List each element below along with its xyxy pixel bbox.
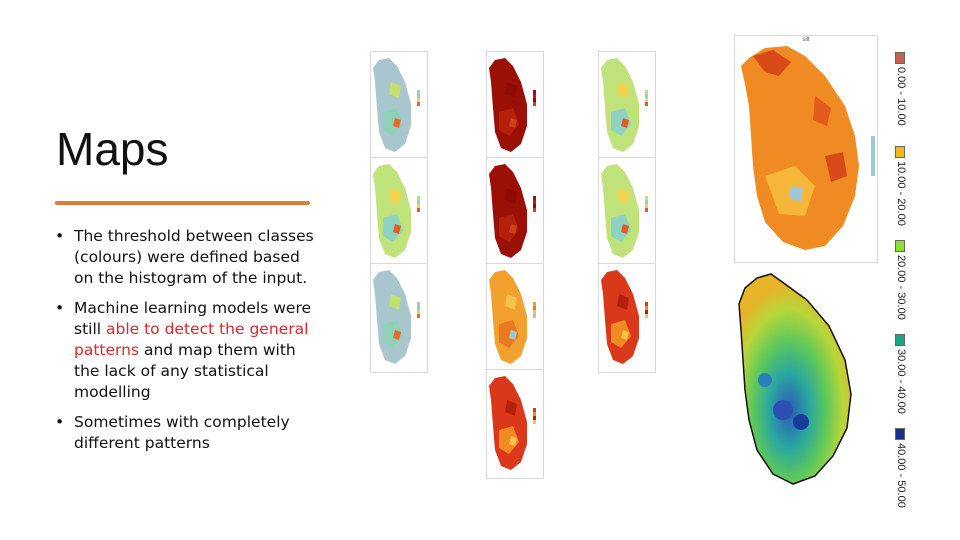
- thumbnail-legend-swatch: [417, 94, 420, 98]
- legend-swatch: [895, 334, 905, 346]
- thumbnail-legend-swatch: [533, 420, 536, 424]
- thumbnail-legend-swatch: [645, 310, 648, 314]
- thumbnail-legend-swatch: [533, 412, 536, 416]
- thumbnail-map-image: [601, 270, 648, 364]
- map-thumbnail: [486, 263, 544, 373]
- bullet-dot-icon: •: [55, 413, 65, 431]
- map-thumbnail: [486, 51, 544, 161]
- thumbnail-legend-swatch: [533, 200, 536, 204]
- thumbnail-legend-swatch: [533, 98, 536, 102]
- map-thumbnail: [598, 263, 656, 373]
- map-thumbnail: [370, 51, 428, 161]
- bullet-item: • Machine learning models were still able…: [55, 299, 312, 401]
- legend-swatch: [895, 52, 905, 64]
- thumbnail-legend-swatch: [417, 208, 420, 212]
- title-underline: [55, 201, 310, 205]
- thumbnail-map-image: [373, 270, 420, 364]
- thumbnail-map-image: [601, 164, 648, 258]
- thumbnail-legend-swatch: [533, 196, 536, 200]
- legend-label: 0.00 - 10.00: [895, 67, 907, 126]
- thumbnail-map-image: [489, 270, 536, 364]
- thumbnail-legend-swatch: [645, 98, 648, 102]
- thumbnail-legend-swatch: [533, 94, 536, 98]
- thumbnail-legend-swatch: [645, 302, 648, 306]
- legend-swatch: [895, 146, 905, 158]
- thumbnail-legend-swatch: [533, 208, 536, 212]
- thumbnail-legend-swatch: [417, 98, 420, 102]
- thumbnail-legend-swatch: [645, 204, 648, 208]
- thumbnail-map-image: [373, 58, 420, 152]
- bullet-item: • The threshold between classes (colours)…: [55, 227, 314, 287]
- thumbnail-legend-swatch: [417, 196, 420, 200]
- legend-label: 10.00 - 20.00: [895, 161, 907, 226]
- thumbnail-legend-swatch: [533, 306, 536, 310]
- thumbnail-map-image: [373, 164, 420, 258]
- silt-map: silt: [734, 35, 878, 263]
- highlighted-text: able to detect the general patterns: [74, 320, 309, 359]
- legend-label: 40.00 - 50.00: [895, 443, 907, 508]
- thumbnail-legend-swatch: [417, 306, 420, 310]
- thumbnail-legend-swatch: [417, 102, 420, 106]
- legend-swatch: [895, 428, 905, 440]
- thumbnail-legend-swatch: [533, 408, 536, 412]
- map-thumbnail: [370, 157, 428, 267]
- thumbnail-legend-swatch: [533, 102, 536, 106]
- thumbnail-map-image: [601, 58, 648, 152]
- legend-label: 20.00 - 30.00: [895, 255, 907, 320]
- thumbnail-legend-swatch: [417, 302, 420, 306]
- map-legend: 0.00 - 10.00 10.00 - 20.00 20.00 - 30.00…: [893, 52, 909, 522]
- map-thumbnail: [486, 369, 544, 479]
- map-thumbnail: [370, 263, 428, 373]
- thumbnail-legend-swatch: [533, 204, 536, 208]
- thumbnail-map-image: [489, 58, 536, 152]
- thumbnail-legend-swatch: [645, 102, 648, 106]
- thumbnail-map-image: [489, 376, 536, 470]
- thumbnail-legend-swatch: [417, 200, 420, 204]
- thumbnail-legend-swatch: [645, 314, 648, 318]
- legend-label: 30.00 - 40.00: [895, 349, 907, 414]
- thumbnail-legend-swatch: [533, 314, 536, 318]
- thumbnail-map-image: [489, 164, 536, 258]
- map-thumbnail: [598, 51, 656, 161]
- bullet-item: • Sometimes with completely different pat…: [55, 413, 290, 452]
- thumbnail-legend-swatch: [645, 94, 648, 98]
- thumbnail-legend-swatch: [417, 204, 420, 208]
- thumbnail-legend-swatch: [417, 314, 420, 318]
- thumbnail-legend-swatch: [417, 310, 420, 314]
- silt-map-image: [741, 46, 875, 250]
- map-thumbnail: [486, 157, 544, 267]
- map-thumbnail: [598, 157, 656, 267]
- silt-map-caption: silt: [802, 37, 810, 43]
- thumbnail-legend-swatch: [533, 416, 536, 420]
- bullet-dot-icon: •: [55, 227, 65, 245]
- thumbnail-legend-swatch: [645, 306, 648, 310]
- thumbnail-legend-swatch: [645, 208, 648, 212]
- slide-title: Maps: [56, 123, 169, 175]
- bullet-dot-icon: •: [55, 299, 65, 317]
- gradient-map: [735, 270, 877, 492]
- thumbnail-legend-swatch: [533, 90, 536, 94]
- thumbnail-legend-swatch: [417, 90, 420, 94]
- thumbnail-legend-swatch: [533, 302, 536, 306]
- legend-swatch: [895, 240, 905, 252]
- thumbnail-legend-swatch: [533, 310, 536, 314]
- thumbnail-legend-swatch: [645, 196, 648, 200]
- gradient-map-image: [738, 273, 852, 485]
- thumbnail-legend-swatch: [645, 200, 648, 204]
- thumbnail-legend-swatch: [645, 90, 648, 94]
- bullet-list: • The threshold between classes (colours)…: [55, 226, 315, 463]
